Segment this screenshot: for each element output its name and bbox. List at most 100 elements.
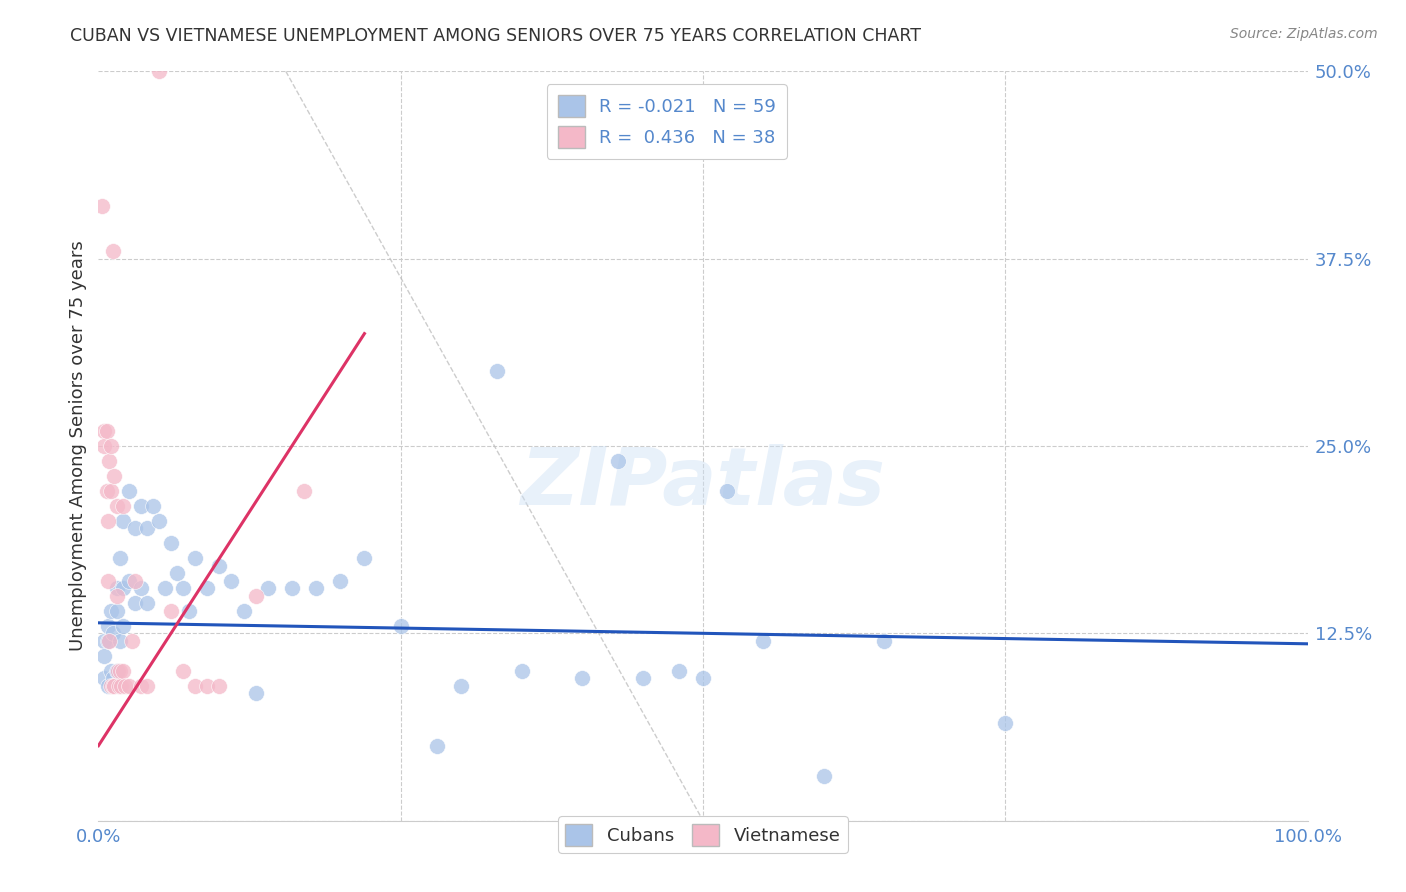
Point <box>813 769 835 783</box>
Point <box>111 514 134 528</box>
Point <box>129 499 152 513</box>
Point <box>184 679 207 693</box>
Point <box>107 664 129 678</box>
Point <box>353 551 375 566</box>
Text: Source: ZipAtlas.com: Source: ZipAtlas.com <box>1230 27 1378 41</box>
Point <box>105 589 128 603</box>
Point <box>692 671 714 685</box>
Point <box>97 574 120 588</box>
Point <box>195 679 218 693</box>
Point <box>571 671 593 685</box>
Point <box>118 679 141 693</box>
Point <box>172 582 194 596</box>
Point <box>121 633 143 648</box>
Point <box>124 521 146 535</box>
Point <box>101 679 124 693</box>
Point <box>97 514 120 528</box>
Point <box>668 664 690 678</box>
Point <box>172 664 194 678</box>
Point <box>305 582 328 596</box>
Point <box>105 604 128 618</box>
Point <box>232 604 254 618</box>
Point <box>118 574 141 588</box>
Point <box>105 582 128 596</box>
Point <box>631 671 654 685</box>
Point <box>281 582 304 596</box>
Point <box>245 589 267 603</box>
Legend: Cubans, Vietnamese: Cubans, Vietnamese <box>558 816 848 853</box>
Y-axis label: Unemployment Among Seniors over 75 years: Unemployment Among Seniors over 75 years <box>69 241 87 651</box>
Point <box>101 626 124 640</box>
Point <box>135 679 157 693</box>
Point <box>98 633 121 648</box>
Point <box>100 679 122 693</box>
Point <box>108 633 131 648</box>
Point <box>135 596 157 610</box>
Point <box>101 671 124 685</box>
Point <box>93 439 115 453</box>
Point <box>752 633 775 648</box>
Point <box>142 499 165 513</box>
Point <box>93 648 115 663</box>
Point <box>873 633 896 648</box>
Point <box>450 679 472 693</box>
Point <box>124 574 146 588</box>
Point <box>179 604 201 618</box>
Point <box>108 551 131 566</box>
Point <box>292 483 315 498</box>
Point <box>208 679 231 693</box>
Point <box>160 604 183 618</box>
Point <box>129 582 152 596</box>
Point <box>426 739 449 753</box>
Point <box>607 454 630 468</box>
Point <box>111 582 134 596</box>
Point <box>111 619 134 633</box>
Point <box>100 439 122 453</box>
Point <box>93 633 115 648</box>
Point <box>208 558 231 573</box>
Point <box>108 664 131 678</box>
Point <box>93 424 115 438</box>
Point <box>118 483 141 498</box>
Point <box>97 633 120 648</box>
Point <box>110 679 132 693</box>
Point <box>716 483 738 498</box>
Point <box>97 619 120 633</box>
Point <box>148 64 170 78</box>
Point <box>160 536 183 550</box>
Point <box>195 582 218 596</box>
Point <box>329 574 352 588</box>
Point <box>100 483 122 498</box>
Point <box>124 596 146 610</box>
Point <box>184 551 207 566</box>
Point <box>91 199 114 213</box>
Point <box>135 521 157 535</box>
Point <box>98 454 121 468</box>
Point <box>101 244 124 259</box>
Point <box>221 574 243 588</box>
Point <box>245 686 267 700</box>
Point <box>256 582 278 596</box>
Point <box>100 664 122 678</box>
Point <box>103 679 125 693</box>
Point <box>105 499 128 513</box>
Point <box>97 679 120 693</box>
Point <box>111 664 134 678</box>
Point <box>994 716 1017 731</box>
Point <box>93 671 115 685</box>
Point <box>114 679 136 693</box>
Point <box>100 604 122 618</box>
Text: CUBAN VS VIETNAMESE UNEMPLOYMENT AMONG SENIORS OVER 75 YEARS CORRELATION CHART: CUBAN VS VIETNAMESE UNEMPLOYMENT AMONG S… <box>70 27 921 45</box>
Point <box>105 664 128 678</box>
Point <box>166 566 188 581</box>
Text: ZIPatlas: ZIPatlas <box>520 444 886 523</box>
Point <box>108 679 131 693</box>
Point <box>96 483 118 498</box>
Point <box>111 499 134 513</box>
Point <box>153 582 176 596</box>
Point <box>129 679 152 693</box>
Point <box>486 364 509 378</box>
Point <box>148 514 170 528</box>
Point <box>510 664 533 678</box>
Point <box>103 469 125 483</box>
